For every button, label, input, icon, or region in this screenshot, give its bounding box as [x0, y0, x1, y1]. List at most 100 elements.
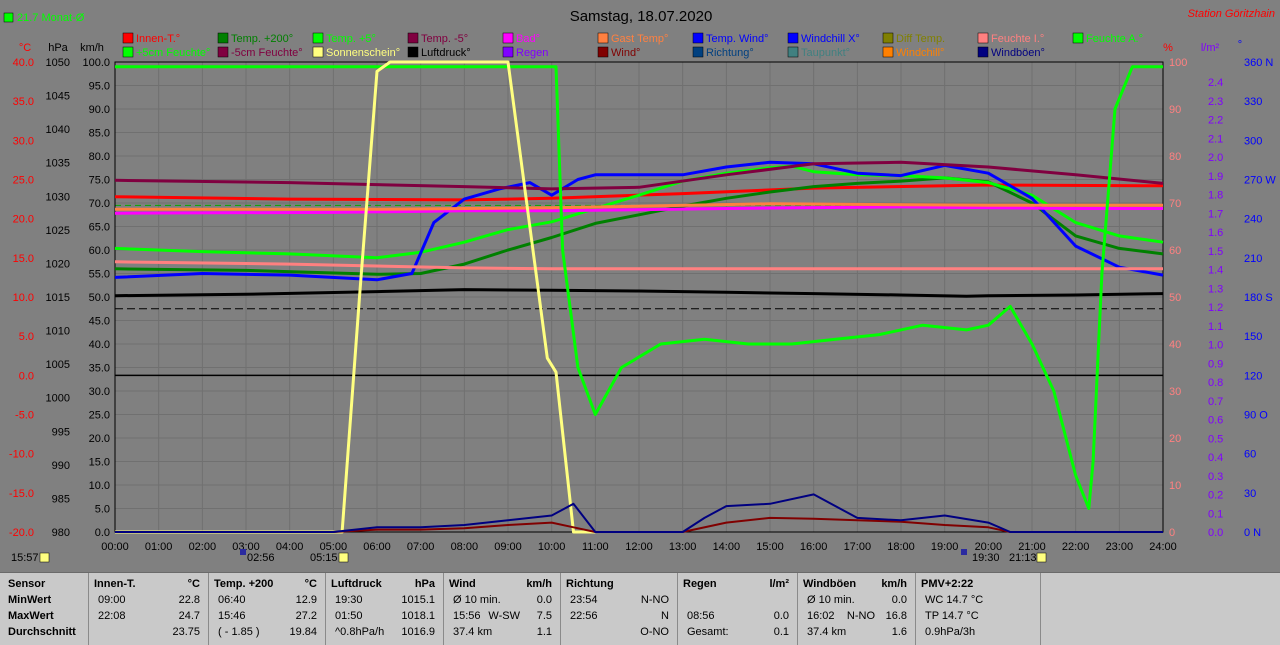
stats-cell-value: 0.0: [773, 610, 789, 622]
tick-temp: 5.0: [19, 331, 34, 343]
legend-swatch: [692, 32, 704, 44]
stats-label-max: MaxWert: [8, 610, 54, 622]
stats-cell-time: 37.4 km: [807, 626, 847, 638]
tick-hour: 00:00: [101, 541, 129, 553]
legend-swatch: [977, 32, 989, 44]
legend-swatch: [597, 32, 609, 44]
tick-kmh: 85.0: [89, 128, 110, 140]
legend-label: Windchill°: [896, 47, 944, 59]
tick-rain: 1.3: [1208, 283, 1223, 295]
tick-kmh: 90.0: [89, 104, 110, 116]
stats-label-sensor: Sensor: [8, 578, 46, 590]
sun-icon: [1036, 552, 1047, 563]
legend-label: Richtung°: [706, 47, 754, 59]
tick-rain: 2.1: [1208, 133, 1223, 145]
tick-hour: 02:00: [189, 541, 217, 553]
tick-rain: 0.7: [1208, 396, 1223, 408]
tick-kmh: 95.0: [89, 81, 110, 93]
stats-cell-value: 0.0: [536, 594, 552, 606]
stats-row: 19:30 1015.1: [325, 594, 443, 610]
series-line: [114, 164, 1164, 260]
stats-cell-time: TP 14.7 °C: [925, 610, 979, 622]
tick-rain: 1.8: [1208, 190, 1223, 202]
stats-group-unit: km/h: [526, 578, 552, 590]
tick-pct: 60: [1169, 245, 1181, 257]
legend-swatch: [1072, 32, 1084, 44]
stats-group-unit: l/m²: [769, 578, 789, 590]
tick-pct: 100: [1169, 57, 1187, 69]
tick-temp: 25.0: [13, 175, 34, 187]
legend-label: Temp. Wind°: [706, 33, 768, 45]
stats-cell-time: Ø 10 min.: [807, 594, 855, 606]
tick-hour: 20:00: [975, 541, 1003, 553]
tick-temp: -10.0: [9, 449, 34, 461]
stats-row: 37.4 km 1.6: [797, 626, 915, 642]
tick-hpa: 1020: [46, 258, 70, 270]
unit-temp: °C: [19, 42, 31, 54]
legend-label: Luftdruck°: [421, 47, 471, 59]
stats-panel: Sensor MinWert MaxWert Durchschnitt Inne…: [0, 572, 1280, 645]
stats-row: ^0.8hPa/h 1016.9: [325, 626, 443, 642]
tick-hour: 06:00: [363, 541, 391, 553]
legend-swatch: [217, 32, 229, 44]
tick-rain: 0.1: [1208, 508, 1223, 520]
tick-pct: 0: [1169, 527, 1175, 539]
stats-group-title: Innen-T.: [94, 578, 136, 590]
unit-rain: l/m²: [1201, 42, 1220, 54]
tick-kmh: 25.0: [89, 410, 110, 422]
weather-chart: 40.0 35.0 30.0 25.0 20.0 15.0 10.0 5.0 0.0 -5.0 -1…: [3, 8, 1276, 564]
legend-swatch: [217, 46, 229, 58]
tick-pct: 70: [1169, 198, 1181, 210]
moon-icon: [961, 549, 967, 555]
month-avg-label: 21.7 Monat-Ø: [17, 12, 85, 24]
stats-row: Ø 10 min. 0.0: [797, 594, 915, 610]
tick-hour: 21:00: [1018, 541, 1046, 553]
legend-label: +5cm Feuchte°: [136, 47, 210, 59]
unit-pct: %: [1163, 42, 1173, 54]
legend-label: Regen: [516, 47, 548, 59]
tick-dir: 120: [1244, 370, 1262, 382]
tick-rain: 1.9: [1208, 171, 1223, 183]
tick-rain: 0.3: [1208, 471, 1223, 483]
tick-dir: 180 S: [1244, 292, 1273, 304]
stats-group-unit: °C: [187, 578, 200, 590]
stats-cell-value: 1015.1: [401, 594, 435, 606]
legend-swatch: [312, 46, 324, 58]
stats-cell-time: ^0.8hPa/h: [335, 626, 385, 638]
tick-hour: 07:00: [407, 541, 435, 553]
stats-cell-time: 06:40: [218, 594, 246, 606]
tick-hpa: 1000: [46, 393, 70, 405]
stats-cell-value: N-NO: [640, 594, 669, 606]
unit-kmh: km/h: [80, 42, 104, 54]
sun-markers: 15:57 02:56 05:15 19:30 21:13: [11, 549, 1047, 564]
tick-pct: 80: [1169, 151, 1181, 163]
stats-group-title: Luftdruck: [331, 578, 382, 590]
tick-hour: 15:00: [756, 541, 784, 553]
tick-hour: 24:00: [1149, 541, 1177, 553]
tick-dir: 0 N: [1244, 527, 1261, 539]
axes-layer: 40.0 35.0 30.0 25.0 20.0 15.0 10.0 5.0 0.0 -5.0 -1…: [9, 57, 1276, 553]
tick-pct: 90: [1169, 104, 1181, 116]
tick-hour: 13:00: [669, 541, 697, 553]
stats-row: 22:08 24.7: [88, 610, 208, 626]
series-line: [114, 260, 1163, 271]
unit-dir: °: [1238, 39, 1242, 51]
stats-row: 0.9hPa/3h: [915, 626, 1040, 642]
tick-pct: 50: [1169, 292, 1181, 304]
stats-cell-value: 22.8: [178, 594, 200, 606]
stats-cell-time: 19:30: [335, 594, 363, 606]
stats-cell-dir: N-NO: [846, 610, 875, 622]
series-line: [115, 493, 1163, 533]
tick-pct: 30: [1169, 386, 1181, 398]
legend-label: Feuchte A.°: [1086, 33, 1143, 45]
tick-dir: 60: [1244, 449, 1256, 461]
legend-label: Taupunkt°: [801, 47, 850, 59]
stats-cell-value: 27.2: [295, 610, 317, 622]
legend-label: Diff Temp.: [896, 33, 945, 45]
tick-dir: 270 W: [1244, 175, 1276, 187]
stats-cell-time: 15:46: [218, 610, 246, 622]
tick-hour: 04:00: [276, 541, 304, 553]
tick-dir: 90 O: [1244, 410, 1268, 422]
stats-cell-value: 12.9: [295, 594, 317, 606]
legend-swatch: [312, 32, 324, 44]
